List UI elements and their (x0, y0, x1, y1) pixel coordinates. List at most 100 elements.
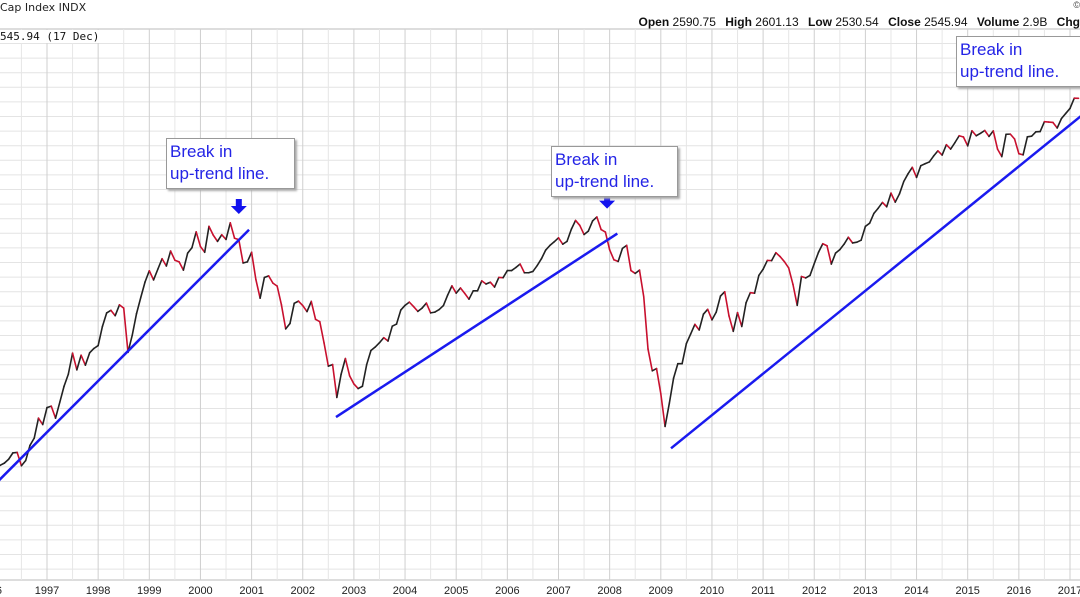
plot-area (0, 28, 1080, 581)
price-segment (890, 192, 897, 203)
price-segment (344, 357, 351, 377)
price-segment (139, 281, 146, 299)
price-segment (1000, 133, 1007, 158)
price-segment (476, 280, 483, 292)
price-segment (689, 323, 696, 335)
price-segment (544, 244, 551, 251)
price-segment (412, 305, 419, 313)
price-segment (540, 249, 547, 260)
price-segment (723, 290, 730, 317)
price-segment (374, 341, 381, 348)
uptrend-line (0, 228, 250, 482)
price-segment (519, 263, 526, 274)
price-segment (694, 323, 700, 331)
price-segment (949, 141, 956, 150)
x-tick-label: 1997 (35, 585, 59, 597)
price-segment (148, 269, 155, 281)
volume-label: Volume (976, 15, 1020, 29)
price-segment (561, 240, 568, 245)
price-segment (425, 302, 432, 314)
annotation-break-2007: Break in up-trend line. (551, 146, 678, 197)
uptrend-line (670, 115, 1080, 450)
price-segment (728, 315, 735, 333)
price-segment (753, 274, 760, 294)
price-segment (1013, 138, 1020, 155)
price-segment (1022, 136, 1029, 156)
price-segment (1030, 131, 1037, 137)
price-segment (719, 290, 726, 297)
price-segment (736, 311, 743, 328)
price-segment (809, 262, 816, 277)
price-segment (182, 252, 189, 271)
price-segment (58, 385, 65, 404)
price-segment (885, 192, 892, 208)
price-segment (361, 363, 368, 388)
price-segment (289, 302, 296, 325)
price-segment (817, 242, 824, 254)
low-value: 2530.54 (835, 15, 879, 29)
price-segment (105, 309, 112, 314)
price-segment (208, 225, 215, 236)
price-segment (463, 292, 470, 300)
x-tick-label: 2004 (393, 585, 417, 597)
close-label: Close (888, 15, 921, 29)
price-segment (323, 342, 330, 367)
price-segment (382, 336, 389, 342)
price-segment (165, 250, 172, 267)
price-segment (591, 216, 598, 222)
price-segment (225, 222, 232, 241)
price-segment (664, 402, 671, 428)
price-segment (421, 302, 428, 309)
price-segment (732, 311, 739, 333)
x-tick-label: 2010 (700, 585, 724, 597)
price-segment (50, 405, 57, 419)
open-value: 2590.75 (672, 15, 716, 29)
price-segment (715, 295, 722, 313)
price-segment (1069, 97, 1076, 110)
price-segment (787, 267, 794, 286)
price-segment (357, 385, 364, 390)
price-segment (276, 285, 283, 306)
price-segment (417, 307, 423, 313)
price-segment (54, 401, 61, 419)
price-segment (67, 352, 74, 376)
price-segment (459, 287, 466, 295)
price-segment (647, 348, 654, 372)
price-segment (446, 285, 453, 296)
price-segment (293, 300, 300, 305)
price-segment (706, 308, 713, 321)
price-segment (178, 261, 185, 271)
low-label: Low (808, 15, 832, 29)
price-segment (685, 333, 692, 345)
price-segment (796, 275, 803, 307)
price-segment (1039, 120, 1046, 133)
price-segment (510, 266, 517, 272)
x-tick-label: 2001 (239, 585, 263, 597)
price-segment (442, 294, 449, 307)
price-segment (1009, 133, 1016, 140)
price-segment (834, 248, 841, 254)
price-segment (625, 244, 632, 272)
high-label: High (725, 15, 752, 29)
annotation-line2: up-trend line. (170, 164, 270, 183)
price-segment (161, 257, 168, 267)
price-segment (229, 222, 236, 240)
close-value: 2545.94 (924, 15, 968, 29)
price-segment (71, 352, 78, 371)
price-segment (97, 325, 104, 347)
price-segment (932, 150, 939, 157)
price-segment (745, 291, 752, 304)
price-segment (37, 417, 44, 426)
price-segment (630, 269, 637, 275)
price-segment (502, 269, 509, 279)
price-segment (600, 228, 607, 233)
price-segment (574, 219, 581, 227)
price-segment (596, 216, 602, 231)
price-segment (758, 268, 764, 277)
price-segment (220, 233, 227, 241)
price-segment (655, 367, 662, 395)
price-segment (216, 233, 223, 243)
down-arrow-icon (230, 198, 247, 214)
x-tick-label: 2005 (444, 585, 468, 597)
